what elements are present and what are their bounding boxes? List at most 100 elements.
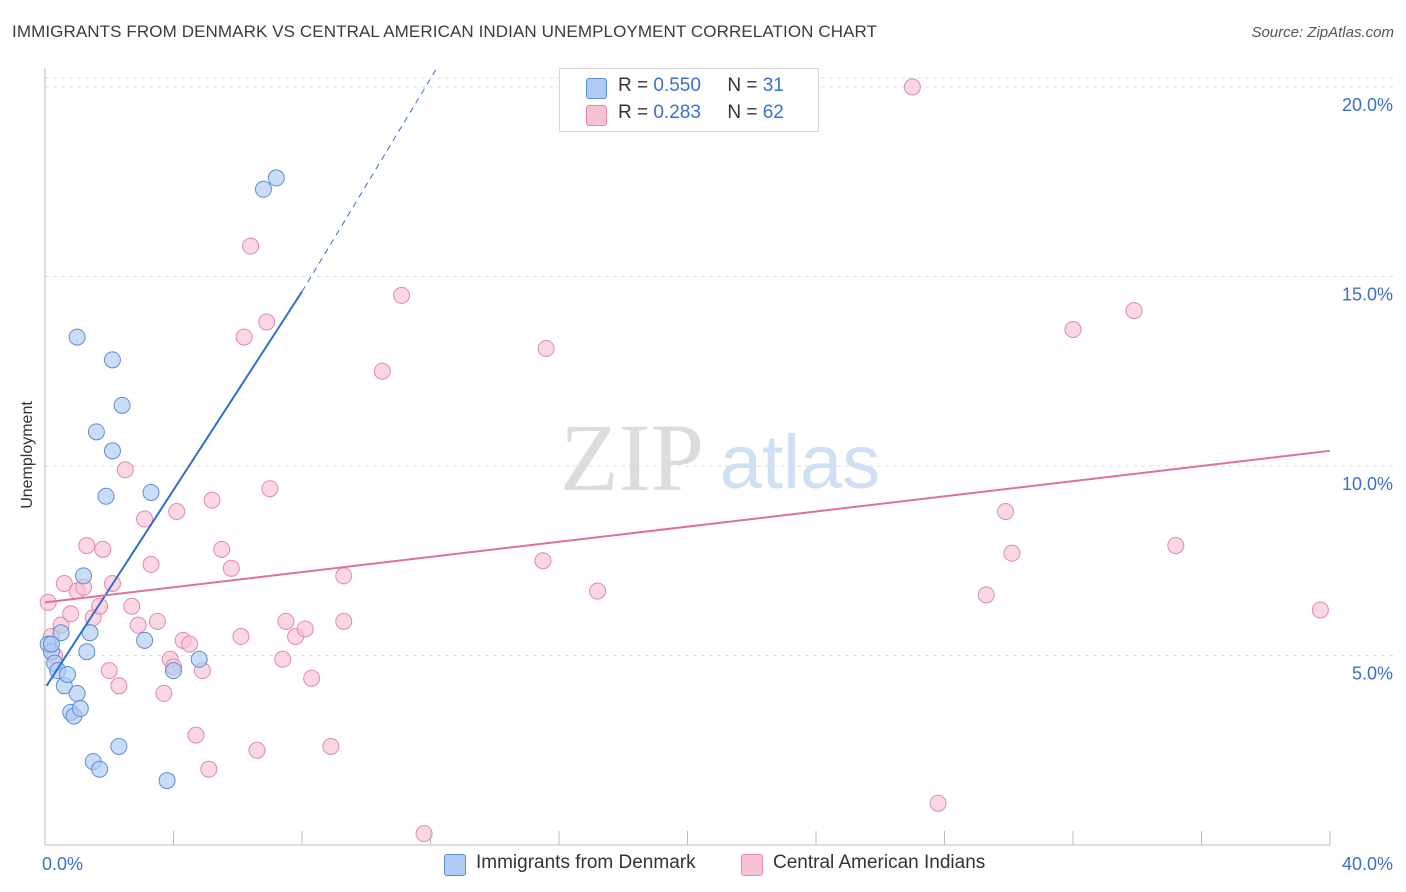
data-point [78,643,96,661]
denmark-n-value: 31 [762,75,784,96]
tick-labels: 5.0% 10.0% 15.0% 20.0% 0.0% 40.0% [42,95,1393,874]
x-tick-label-max: 40.0% [1342,854,1393,874]
data-point [123,597,141,615]
data-point [103,442,121,460]
watermark-atlas: atlas [720,420,881,505]
chart-title: IMMIGRANTS FROM DENMARK VS CENTRAL AMERI… [12,22,878,41]
data-point [537,339,555,357]
data-point [110,737,128,755]
data-point [100,662,118,680]
denmark-trend-line [45,291,303,687]
data-point [148,612,166,630]
data-point [373,362,391,380]
data-point [1311,601,1329,619]
data-point [335,612,353,630]
data-point [232,628,250,646]
correlation-legend: R = 0.550 N = 31 R = 0.283 N = 62 [559,68,819,132]
data-point [187,726,205,744]
data-point [1003,544,1021,562]
data-point [200,760,218,778]
data-point [55,574,73,592]
denmark-points [39,169,285,790]
data-point [303,669,321,687]
data-point [136,510,154,528]
data-point [1064,321,1082,339]
data-point [142,484,160,502]
data-point [977,586,995,604]
data-point [203,491,221,509]
trend-lines [44,67,1331,687]
denmark-swatch [586,78,607,99]
data-point [136,631,154,649]
data-point [78,537,96,555]
data-point [103,351,121,369]
data-point [261,480,279,498]
central-american-indians-swatch [586,105,607,126]
y-tick-label: 20.0% [1342,95,1393,115]
denmark-n-label: N = [727,75,758,96]
data-point [75,567,93,585]
data-point [242,237,260,255]
data-point [155,684,173,702]
cai-n-label: N = [727,102,758,123]
data-point [322,737,340,755]
data-point [97,487,115,505]
gridlines [45,77,1395,656]
data-point [91,760,109,778]
y-tick-label: 10.0% [1342,474,1393,494]
data-point [534,552,552,570]
data-point [110,677,128,695]
cai-trend-line [44,449,1331,604]
data-point [158,772,176,790]
cai-r-label: R = [618,102,649,123]
source-credit: Source: ZipAtlas.com [1251,24,1394,41]
data-point [335,567,353,585]
data-point [58,665,76,683]
denmark-r-label: R = [618,75,649,96]
data-point [113,396,131,414]
data-point [258,313,276,331]
cai-r-value: 0.283 [653,102,701,123]
data-point [997,502,1015,520]
cai-legend-swatch [741,854,763,876]
data-point [190,650,208,668]
watermark-zip: ZIP [560,404,704,511]
cai-legend-label: Central American Indians [773,852,986,873]
data-point [165,662,182,680]
data-point [274,650,292,668]
data-point [296,620,314,638]
data-point [71,700,89,718]
data-point [52,624,70,642]
data-point [254,180,272,198]
denmark-trend-extension [301,67,438,292]
data-point [42,635,60,653]
data-point [94,540,112,558]
data-point [415,825,433,843]
data-point [1125,302,1143,320]
data-point [589,582,607,600]
data-point [235,328,253,346]
denmark-legend-label: Immigrants from Denmark [476,852,696,873]
data-point [142,556,160,574]
data-point [277,612,295,630]
data-point [116,461,134,479]
data-point [267,169,285,187]
data-point [168,502,186,520]
data-point [129,616,147,634]
watermark: ZIP atlas [560,404,880,511]
data-point [248,741,266,759]
y-tick-label: 5.0% [1352,663,1393,683]
cai-n-value: 62 [762,102,784,123]
data-point [1167,537,1185,555]
data-point [393,286,411,304]
data-point [87,423,105,441]
data-point [222,559,240,577]
data-point [62,605,80,623]
data-point [68,328,86,346]
denmark-legend-swatch [444,854,466,876]
data-point [213,540,231,558]
x-tick-label-min: 0.0% [42,854,83,874]
data-point [929,794,947,812]
denmark-r-value: 0.550 [653,75,701,96]
